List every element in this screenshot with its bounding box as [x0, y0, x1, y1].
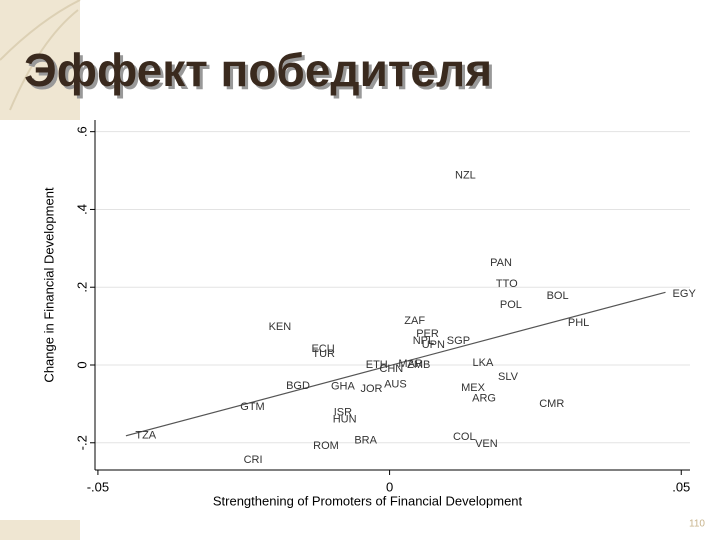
point-label: ROM: [313, 440, 339, 452]
point-label: JOR: [361, 383, 383, 395]
point-label: PAN: [490, 257, 512, 269]
point-label: TTO: [496, 278, 518, 290]
point-label: ARG: [472, 393, 496, 405]
point-label: BRA: [354, 435, 377, 447]
x-tick-label: -.05: [87, 479, 109, 494]
point-label: NPL: [413, 335, 434, 347]
point-label: ISR: [334, 407, 352, 419]
point-label: GHA: [331, 381, 356, 393]
point-label: VEN: [475, 438, 498, 450]
y-tick-label: -.2: [74, 435, 89, 450]
point-label: PER: [416, 328, 439, 340]
point-label: CHN: [379, 363, 403, 375]
x-tick-label: 0: [386, 479, 393, 494]
point-label: TZA: [135, 430, 156, 442]
point-label: TUR: [312, 348, 335, 360]
point-label: UPN: [422, 339, 445, 351]
point-label: SLV: [498, 371, 519, 383]
point-label: CRI: [244, 454, 263, 466]
point-label: ZAF: [404, 315, 425, 327]
point-label: HUN: [333, 414, 357, 426]
slide-title-shadow: Эффект победителя: [27, 47, 495, 99]
point-label: BGD: [286, 380, 310, 392]
point-label: POL: [500, 299, 522, 311]
y-tick-label: .2: [74, 282, 89, 293]
x-tick-label: .05: [672, 479, 690, 494]
point-label: ZMB: [407, 359, 430, 371]
point-label: AUS: [384, 379, 407, 391]
point-label: COL: [453, 431, 476, 443]
point-label: ETH: [366, 359, 388, 371]
point-label: CMR: [539, 398, 564, 410]
y-tick-label: .4: [74, 204, 89, 215]
point-label: MEX: [461, 382, 486, 394]
point-label: SGP: [447, 335, 470, 347]
footer-band: [0, 520, 80, 540]
point-label: BOL: [547, 290, 569, 302]
point-label: GTM: [240, 401, 264, 413]
slide-title: Эффект победителя: [24, 44, 492, 96]
x-axis-title: Strengthening of Promoters of Financial …: [213, 493, 523, 508]
point-label: MAR: [398, 358, 423, 370]
point-label: NZL: [455, 170, 476, 182]
point-label: ECU: [311, 343, 334, 355]
y-tick-label: 0: [74, 361, 89, 368]
point-label: PHL: [568, 317, 589, 329]
point-label: LKA: [473, 357, 494, 369]
slide-number: 110: [689, 519, 705, 530]
y-tick-label: .6: [74, 126, 89, 137]
leaf-decoration: [0, 0, 81, 111]
point-label: KEN: [269, 321, 292, 333]
y-axis-title: Change in Financial Development: [41, 187, 56, 383]
point-label: EGY: [673, 288, 697, 300]
fit-line: [125, 291, 666, 437]
